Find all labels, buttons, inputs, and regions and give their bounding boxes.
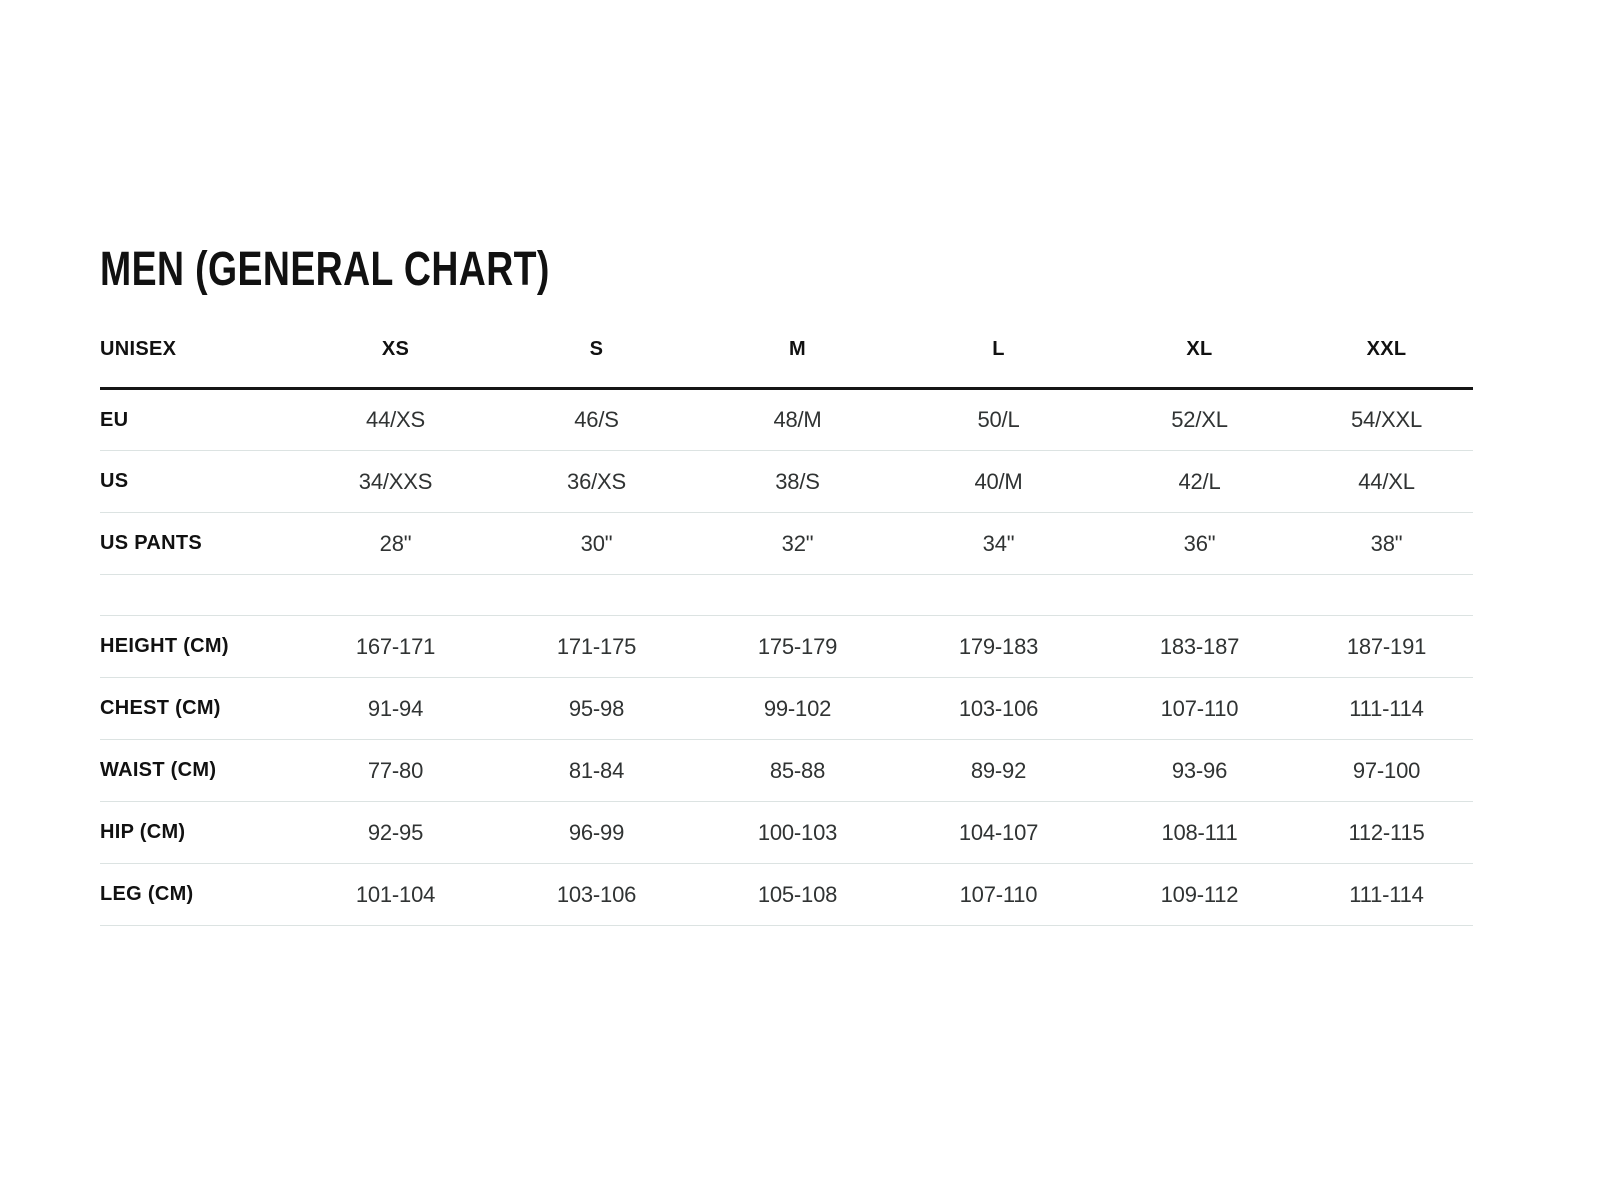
cell-value: 81-84 [496, 739, 697, 802]
cell-value: 105-108 [697, 863, 898, 926]
row-label: US [100, 450, 295, 513]
cell-value: 28" [295, 512, 496, 575]
cell-value: 34" [898, 512, 1099, 575]
cell-value: 179-183 [898, 615, 1099, 678]
cell-value [697, 574, 898, 616]
cell-value: 111-114 [1300, 677, 1473, 740]
cell-value: 54/XXL [1300, 388, 1473, 451]
row-label: HIP (CM) [100, 801, 295, 864]
cell-value: 101-104 [295, 863, 496, 926]
cell-value: 40/M [898, 450, 1099, 513]
cell-value: 30" [496, 512, 697, 575]
cell-value: 93-96 [1099, 739, 1300, 802]
cell-value: 112-115 [1300, 801, 1473, 864]
spacer-row [100, 574, 1473, 616]
cell-value: 171-175 [496, 615, 697, 678]
row-label: WAIST (CM) [100, 739, 295, 802]
cell-value [898, 574, 1099, 616]
size-table-body: EU 44/XS 46/S 48/M 50/L 52/XL 54/XXL US 34/XXS 36… [100, 388, 1473, 926]
cell-value: 97-100 [1300, 739, 1473, 802]
cell-value: 167-171 [295, 615, 496, 678]
cell-value: 52/XL [1099, 388, 1300, 451]
cell-value: 50/L [898, 388, 1099, 451]
cell-value: 183-187 [1099, 615, 1300, 678]
cell-value: 111-114 [1300, 863, 1473, 926]
cell-value [1099, 574, 1300, 616]
row-label: CHEST (CM) [100, 677, 295, 740]
cell-value: 104-107 [898, 801, 1099, 864]
cell-value: 108-111 [1099, 801, 1300, 864]
table-row: EU 44/XS 46/S 48/M 50/L 52/XL 54/XXL [100, 388, 1473, 451]
cell-value: 109-112 [1099, 863, 1300, 926]
cell-value: 34/XXS [295, 450, 496, 513]
table-row: HIP (CM) 92-95 96-99 100-103 104-107 108-111 1… [100, 801, 1473, 864]
header-cell-m: M [697, 294, 898, 390]
table-row: WAIST (CM) 77-80 81-84 85-88 89-92 93-96 97-10… [100, 739, 1473, 802]
table-row: US PANTS 28" 30" 32" 34" 36" 38" [100, 512, 1473, 575]
cell-value: 32" [697, 512, 898, 575]
cell-value: 38" [1300, 512, 1473, 575]
row-label: EU [100, 388, 295, 451]
cell-value [1300, 574, 1473, 616]
page-title-text: MEN (GENERAL CHART) [100, 243, 550, 296]
cell-value: 36/XS [496, 450, 697, 513]
cell-value: 48/M [697, 388, 898, 451]
table-row: LEG (CM) 101-104 103-106 105-108 107-110 109-… [100, 863, 1473, 926]
header-cell-s: S [496, 294, 697, 390]
page-title: MEN (GENERAL CHART) [100, 246, 1470, 294]
header-cell-l: L [898, 294, 1099, 390]
row-label: HEIGHT (CM) [100, 615, 295, 678]
cell-value: 103-106 [898, 677, 1099, 740]
size-guide-page: MEN (GENERAL CHART) UNISEX XS S M L XL X… [0, 246, 1600, 926]
row-label: LEG (CM) [100, 863, 295, 926]
cell-value [496, 574, 697, 616]
table-row: CHEST (CM) 91-94 95-98 99-102 103-106 107-110… [100, 677, 1473, 740]
cell-value: 38/S [697, 450, 898, 513]
cell-value: 107-110 [898, 863, 1099, 926]
header-cell-xl: XL [1099, 294, 1300, 390]
size-chart-table: UNISEX XS S M L XL XXL EU 44/XS 46/S 48/M 50… [100, 294, 1473, 926]
cell-value [295, 574, 496, 616]
cell-value: 107-110 [1099, 677, 1300, 740]
cell-value: 103-106 [496, 863, 697, 926]
row-label [100, 574, 295, 616]
cell-value: 44/XS [295, 388, 496, 451]
table-row: US 34/XXS 36/XS 38/S 40/M 42/L 44/XL [100, 450, 1473, 513]
cell-value: 36" [1099, 512, 1300, 575]
cell-value: 100-103 [697, 801, 898, 864]
header-cell-unisex: UNISEX [100, 294, 295, 390]
row-label: US PANTS [100, 512, 295, 575]
cell-value: 42/L [1099, 450, 1300, 513]
header-cell-xxl: XXL [1300, 294, 1473, 390]
cell-value: 96-99 [496, 801, 697, 864]
cell-value: 99-102 [697, 677, 898, 740]
cell-value: 95-98 [496, 677, 697, 740]
cell-value: 91-94 [295, 677, 496, 740]
cell-value: 92-95 [295, 801, 496, 864]
cell-value: 44/XL [1300, 450, 1473, 513]
cell-value: 89-92 [898, 739, 1099, 802]
cell-value: 46/S [496, 388, 697, 451]
cell-value: 77-80 [295, 739, 496, 802]
header-cell-xs: XS [295, 294, 496, 390]
cell-value: 85-88 [697, 739, 898, 802]
size-table-header: UNISEX XS S M L XL XXL [100, 294, 1473, 390]
header-row: UNISEX XS S M L XL XXL [100, 294, 1473, 390]
table-row: HEIGHT (CM) 167-171 171-175 175-179 179-183 1… [100, 615, 1473, 678]
cell-value: 175-179 [697, 615, 898, 678]
cell-value: 187-191 [1300, 615, 1473, 678]
